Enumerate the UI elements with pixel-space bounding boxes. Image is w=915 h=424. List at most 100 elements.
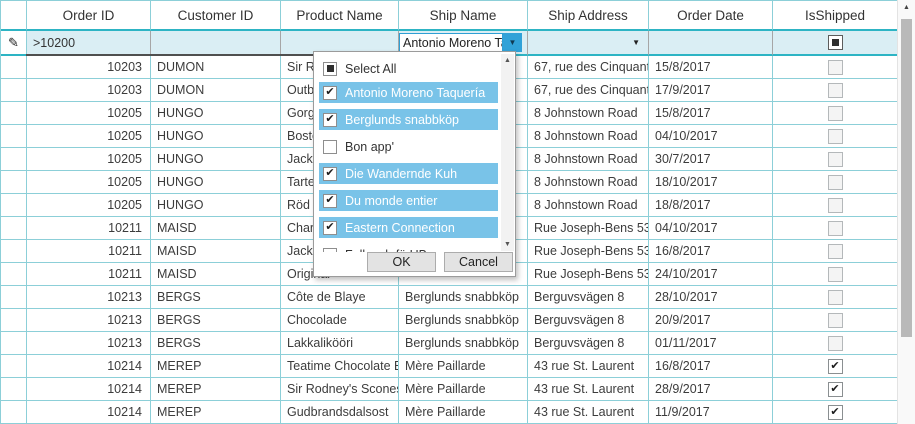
ship-name-filter-input[interactable]: Antonio Moreno Ta bbox=[399, 33, 503, 52]
cell-order-id[interactable]: 10214 bbox=[27, 378, 151, 401]
cell-order-id[interactable]: 10213 bbox=[27, 309, 151, 332]
is-shipped-checkbox[interactable]: ✔ bbox=[827, 404, 843, 420]
cell-product-name[interactable]: Côte de Blaye bbox=[281, 286, 399, 309]
row-indicator-cell[interactable] bbox=[1, 263, 27, 286]
cell-product-name[interactable]: Teatime Chocolate Biscu bbox=[281, 355, 399, 378]
row-indicator-cell[interactable] bbox=[1, 355, 27, 378]
row-indicator-cell[interactable] bbox=[1, 148, 27, 171]
is-shipped-checkbox[interactable] bbox=[827, 197, 843, 213]
ship-name-filter-dropdown-button[interactable]: ▼ bbox=[503, 33, 522, 52]
is-shipped-checkbox[interactable] bbox=[827, 59, 843, 75]
cell-order-date[interactable]: 30/7/2017 bbox=[649, 148, 773, 171]
is-shipped-checkbox[interactable]: ✔ bbox=[827, 381, 843, 397]
cell-order-id[interactable]: 10211 bbox=[27, 217, 151, 240]
is-shipped-checkbox[interactable] bbox=[827, 266, 843, 282]
row-indicator-cell[interactable] bbox=[1, 79, 27, 102]
ok-button[interactable]: OK bbox=[367, 252, 436, 272]
filter-cell-customer-id[interactable] bbox=[151, 31, 281, 56]
cell-order-id[interactable]: 10214 bbox=[27, 355, 151, 378]
cell-customer-id[interactable]: HUNGO bbox=[151, 102, 281, 125]
row-indicator-cell[interactable] bbox=[1, 171, 27, 194]
item-checkbox[interactable] bbox=[323, 247, 337, 253]
cell-customer-id[interactable]: HUNGO bbox=[151, 194, 281, 217]
cell-order-date[interactable]: 11/9/2017 bbox=[649, 401, 773, 424]
cell-order-date[interactable]: 15/8/2017 bbox=[649, 102, 773, 125]
cell-ship-name[interactable]: Berglunds snabbköp bbox=[399, 286, 528, 309]
column-header-product_name[interactable]: Product Name bbox=[281, 1, 399, 31]
cell-ship-address[interactable]: Rue Joseph-Bens 532 bbox=[528, 217, 649, 240]
is-shipped-checkbox[interactable] bbox=[827, 128, 843, 144]
cell-order-id[interactable]: 10213 bbox=[27, 286, 151, 309]
filter-cell-order-id[interactable]: >10200 bbox=[27, 31, 151, 56]
scroll-up-icon[interactable]: ▲ bbox=[903, 4, 910, 11]
popup-scrollbar[interactable]: ▲ ▼ bbox=[501, 54, 514, 251]
cell-ship-address[interactable]: 43 rue St. Laurent bbox=[528, 355, 649, 378]
item-checkbox[interactable]: ✔ bbox=[323, 85, 337, 100]
is-shipped-checkbox[interactable] bbox=[827, 105, 843, 121]
select-all-checkbox[interactable] bbox=[323, 61, 337, 76]
filter-list-item[interactable]: ✔ Die Wandernde Kuh bbox=[319, 163, 498, 184]
cell-order-id[interactable]: 10213 bbox=[27, 332, 151, 355]
row-indicator-cell[interactable] bbox=[1, 332, 27, 355]
cell-product-name[interactable]: Sir Rodney's Scones bbox=[281, 378, 399, 401]
cell-customer-id[interactable]: MAISD bbox=[151, 263, 281, 286]
cell-is-shipped[interactable] bbox=[773, 194, 898, 217]
cell-ship-name[interactable]: Mère Paillarde bbox=[399, 378, 528, 401]
cell-is-shipped[interactable] bbox=[773, 286, 898, 309]
select-all-item[interactable]: Select All bbox=[319, 58, 498, 79]
row-indicator-cell[interactable] bbox=[1, 378, 27, 401]
cell-customer-id[interactable]: MEREP bbox=[151, 401, 281, 424]
cell-order-date[interactable]: 04/10/2017 bbox=[649, 217, 773, 240]
filter-list-item[interactable]: Folk och fä HB bbox=[319, 244, 498, 253]
filter-cell-order-date[interactable] bbox=[649, 31, 773, 56]
cell-ship-address[interactable]: Berguvsvägen 8 bbox=[528, 309, 649, 332]
cell-customer-id[interactable]: BERGS bbox=[151, 332, 281, 355]
row-indicator-cell[interactable] bbox=[1, 217, 27, 240]
cell-ship-name[interactable]: Mère Paillarde bbox=[399, 401, 528, 424]
cell-is-shipped[interactable] bbox=[773, 263, 898, 286]
cell-ship-address[interactable]: Rue Joseph-Bens 532 bbox=[528, 240, 649, 263]
cell-order-date[interactable]: 16/8/2017 bbox=[649, 240, 773, 263]
column-header-customer_id[interactable]: Customer ID bbox=[151, 1, 281, 31]
filter-cell-is-shipped[interactable] bbox=[773, 31, 898, 56]
row-indicator-cell[interactable] bbox=[1, 240, 27, 263]
cell-ship-address[interactable]: 8 Johnstown Road bbox=[528, 125, 649, 148]
column-header-is_shipped[interactable]: IsShipped bbox=[773, 1, 898, 31]
cell-ship-address[interactable]: 8 Johnstown Road bbox=[528, 194, 649, 217]
cell-is-shipped[interactable] bbox=[773, 240, 898, 263]
cell-customer-id[interactable]: DUMON bbox=[151, 56, 281, 79]
item-checkbox[interactable]: ✔ bbox=[323, 166, 337, 181]
cell-customer-id[interactable]: MEREP bbox=[151, 355, 281, 378]
cell-ship-address[interactable]: 8 Johnstown Road bbox=[528, 102, 649, 125]
cell-customer-id[interactable]: MEREP bbox=[151, 378, 281, 401]
scroll-up-icon[interactable]: ▲ bbox=[504, 57, 511, 64]
cell-order-id[interactable]: 10214 bbox=[27, 401, 151, 424]
is-shipped-checkbox[interactable] bbox=[827, 289, 843, 305]
cell-order-id[interactable]: 10205 bbox=[27, 194, 151, 217]
cell-ship-address[interactable]: 8 Johnstown Road bbox=[528, 171, 649, 194]
row-indicator-cell[interactable] bbox=[1, 102, 27, 125]
cell-order-id[interactable]: 10205 bbox=[27, 125, 151, 148]
is-shipped-checkbox[interactable]: ✔ bbox=[827, 358, 843, 374]
cell-order-id[interactable]: 10203 bbox=[27, 56, 151, 79]
cell-customer-id[interactable]: BERGS bbox=[151, 309, 281, 332]
row-indicator-cell[interactable] bbox=[1, 401, 27, 424]
cell-order-date[interactable]: 18/8/2017 bbox=[649, 194, 773, 217]
filter-list-item[interactable]: ✔ Berglunds snabbköp bbox=[319, 109, 498, 130]
cell-customer-id[interactable]: HUNGO bbox=[151, 125, 281, 148]
cell-order-date[interactable]: 18/10/2017 bbox=[649, 171, 773, 194]
cell-is-shipped[interactable] bbox=[773, 79, 898, 102]
cancel-button[interactable]: Cancel bbox=[444, 252, 513, 272]
cell-customer-id[interactable]: DUMON bbox=[151, 79, 281, 102]
cell-ship-address[interactable]: 43 rue St. Laurent bbox=[528, 401, 649, 424]
cell-is-shipped[interactable] bbox=[773, 171, 898, 194]
cell-order-date[interactable]: 16/8/2017 bbox=[649, 355, 773, 378]
filter-list-item[interactable]: ✔ Eastern Connection bbox=[319, 217, 498, 238]
cell-is-shipped[interactable]: ✔ bbox=[773, 355, 898, 378]
cell-product-name[interactable]: Lakkalikööri bbox=[281, 332, 399, 355]
cell-is-shipped[interactable] bbox=[773, 309, 898, 332]
cell-ship-name[interactable]: Berglunds snabbköp bbox=[399, 332, 528, 355]
is-shipped-checkbox[interactable] bbox=[827, 220, 843, 236]
is-shipped-checkbox[interactable] bbox=[827, 243, 843, 259]
cell-order-id[interactable]: 10205 bbox=[27, 171, 151, 194]
